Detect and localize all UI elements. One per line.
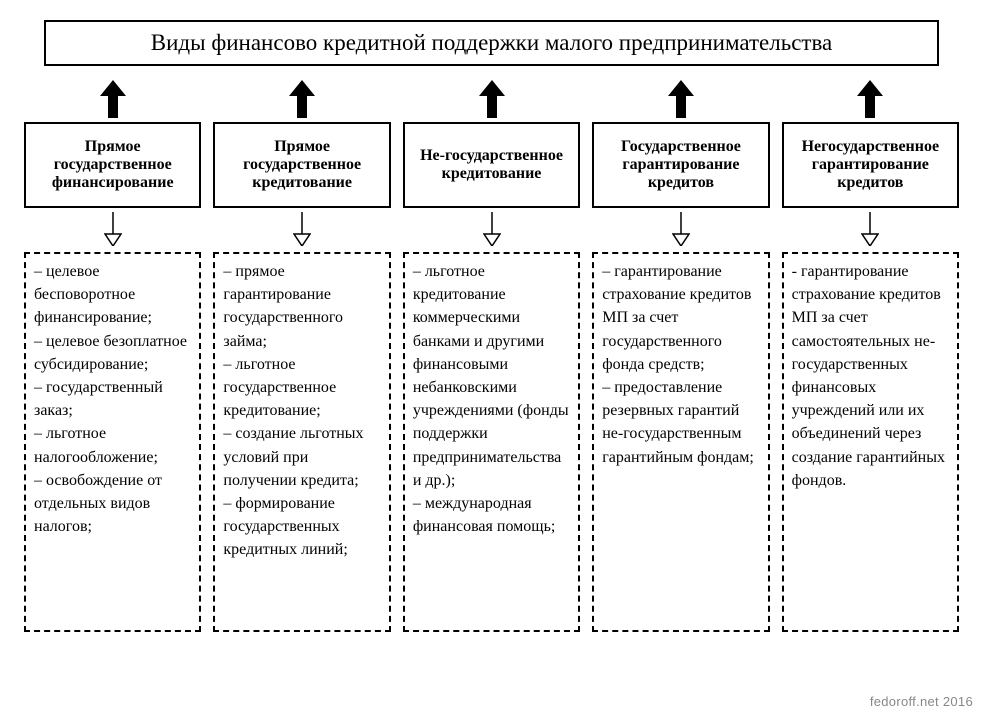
category-box-1: Прямое государственное кредитование [213,122,390,208]
detail-item: - гарантирование страхование кредитов МП… [792,260,949,492]
detail-box-4: - гарантирование страхование кредитов МП… [782,252,959,632]
main-title: Виды финансово кредитной поддержки малог… [44,20,939,66]
column-3: Государственное гарантирование кредитов … [592,80,769,632]
category-box-2: Не-государственное кредитование [403,122,580,208]
columns-container: Прямое государственное финансирование – … [24,80,959,632]
arrow-up-icon [100,80,126,118]
detail-box-1: – прямое гарантирование государственного… [213,252,390,632]
detail-item: – льготное налогообложение; [34,422,191,468]
arrow-up-icon [668,80,694,118]
arrow-down-icon [861,212,879,246]
arrow-up-icon [289,80,315,118]
detail-item: – льготное государственное кредитование; [223,353,380,423]
arrow-down-icon [104,212,122,246]
detail-item: – создание льготных условий при получени… [223,422,380,492]
detail-item: – освобождение от отдельных видов налого… [34,469,191,539]
detail-box-0: – целевое бесповоротное финансирование; … [24,252,201,632]
arrow-down-icon [672,212,690,246]
arrow-up-icon [857,80,883,118]
detail-item: – прямое гарантирование государственного… [223,260,380,353]
arrow-down-icon [483,212,501,246]
category-box-3: Государственное гарантирование кредитов [592,122,769,208]
arrow-up-icon [479,80,505,118]
detail-box-3: – гарантирование страхование кредитов МП… [592,252,769,632]
column-4: Негосударственное гарантирование кредито… [782,80,959,632]
watermark: fedoroff.net 2016 [870,694,973,709]
category-box-0: Прямое государственное финансирование [24,122,201,208]
column-0: Прямое государственное финансирование – … [24,80,201,632]
detail-box-2: – льготное кредитование коммерческими ба… [403,252,580,632]
column-1: Прямое государственное кредитование – пр… [213,80,390,632]
category-box-4: Негосударственное гарантирование кредито… [782,122,959,208]
column-2: Не-государственное кредитование – льготн… [403,80,580,632]
detail-item: – целевое безоплатное субсидирование; [34,330,191,376]
detail-item: – международная финансовая помощь; [413,492,570,538]
arrow-down-icon [293,212,311,246]
detail-item: – льготное кредитование коммерческими ба… [413,260,570,492]
detail-item: – формирование государственных кредитных… [223,492,380,562]
detail-item: – гарантирование страхование кредитов МП… [602,260,759,376]
detail-item: – государственный заказ; [34,376,191,422]
detail-item: – целевое бесповоротное финансирование; [34,260,191,330]
detail-item: – предоставление резервных гарантий не-г… [602,376,759,469]
